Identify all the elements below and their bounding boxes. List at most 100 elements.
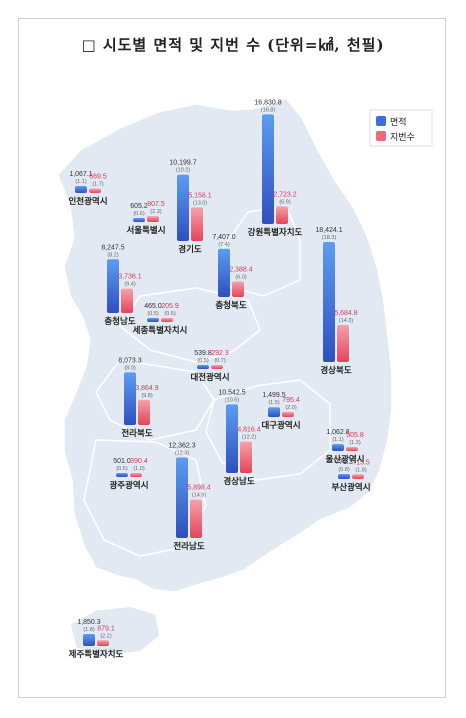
lots-bar [346,447,358,451]
lots-bar [190,499,202,538]
lots-value-label: 390.4 [130,458,148,465]
lots-value-label: 5,684.8 [334,310,357,317]
region-name-label: 강원특별자치도 [248,227,303,237]
region-name-label: 서울특별시 [126,225,165,235]
area-value-label: 1,850.3 [77,619,100,626]
region-group: 1,850.3(1.8) 879.1(2.2) 제주특별자치도 [69,619,124,659]
area-pct-label: (8.0) [124,365,135,371]
area-value-label: 8,247.5 [101,244,124,251]
region-group: 10,199.7(10.2) 5,158.1(13.0) 경기도 [169,160,211,254]
area-pct-label: (0.6) [133,211,144,217]
region-group: 16,830.8(16.8) 2,723.2(6.9) 강원특별자치도 [248,99,303,237]
chart-title: □ 시도별 면적 및 지번 수 (단위=㎢, 천필) [81,36,385,54]
area-bar [83,633,95,646]
area-value-label: 605.2 [130,203,148,210]
area-pct-label: (0.5) [116,466,127,472]
region-group: 539.8(0.5)292.3(0.7) 대전광역시 [190,350,229,382]
regions-layer: 1,067.1(1.1)669.5(1.7)인천광역시605.2(0.6)907… [68,99,370,659]
legend-lots-label: 지번수 [390,132,415,142]
region-group: 605.2(0.6)907.5(2.3) 서울특별시 [126,201,165,235]
area-bar [218,248,230,297]
lots-bar [191,207,203,241]
lots-value-label: 669.5 [89,174,107,181]
area-pct-label: (0.5) [197,358,208,364]
area-value-label: 8,073.3 [118,357,141,364]
lots-value-label: 2,723.2 [273,191,296,198]
region-name-label: 충청북도 [215,300,246,310]
region-name-label: 부산광역시 [331,482,370,492]
lots-value-label: 4,816.4 [237,427,260,434]
lots-pct-label: (0.7) [214,358,225,364]
region-group: 8,247.5(8.2) 3,736.1(9.4) 충청남도 [101,244,141,326]
legend-area-swatch [376,116,386,126]
area-value-label: 771.3 [335,459,353,466]
lots-bar [337,324,349,362]
lots-value-label: 205.9 [161,303,179,310]
lots-bar [97,640,109,646]
region-group: 18,424.1(18.3) 5,684.8(14.3) 경상북도 [315,227,357,375]
region-group: 8,073.3(8.0) 3,864.9(9.8) 전라북도 [118,357,158,438]
region-name-label: 충청남도 [104,316,135,326]
area-bar [226,404,238,473]
region-group: 771.3(0.8)715.5(1.8) 부산광역시 [331,459,370,492]
lots-pct-label: (14.9) [192,493,207,499]
region-name-label: 세종특별자치시 [133,325,188,335]
lots-value-label: 2,388.4 [229,266,252,273]
area-value-label: 10,542.5 [218,389,245,396]
lots-value-label: 292.3 [211,350,229,357]
lots-value-label: 907.5 [147,201,165,208]
legend-area-label: 면적 [390,116,407,127]
region-name-label: 인천광역시 [68,196,107,206]
lots-pct-label: (14.3) [339,318,354,324]
lots-pct-label: (1.7) [92,182,103,188]
area-value-label: 18,424.1 [315,227,342,234]
area-bar [338,473,350,479]
region-group: 465.0(0.5)205.9(0.5) 세종특별자치시 [133,303,188,335]
area-bar [323,242,335,362]
area-pct-label: (1.8) [83,627,94,633]
lots-bar [161,318,173,322]
lots-pct-label: (0.5) [164,311,175,317]
lots-bar [89,188,101,193]
lots-value-label: 5,898.4 [187,485,210,492]
lots-bar [352,474,364,479]
area-value-label: 12,362.3 [168,442,195,449]
area-bar [124,372,136,425]
lots-bar [282,411,294,417]
area-value-label: 465.0 [144,303,162,310]
lots-bar [232,281,244,297]
lots-pct-label: (9.8) [141,393,152,399]
area-value-label: 539.8 [194,350,212,357]
lots-pct-label: (13.0) [193,200,208,206]
region-group: 1,067.1(1.1)669.5(1.7) 인천광역시 [68,171,107,206]
lots-pct-label: (1.0) [133,466,144,472]
lots-bar [147,216,159,222]
area-bar [262,114,274,224]
area-bar [177,174,189,241]
region-group: 12,362.3(12.3) 5,898.4(14.9) 전라남도 [168,442,210,551]
region-group: 10,542.5(10.5) 4,816.4(12.2) 경상남도 [218,389,260,486]
region-group: 501.0(0.5)390.4(1.0) 광주광역시 [109,458,148,490]
lots-value-label: 3,864.9 [135,385,158,392]
area-pct-label: (7.4) [218,242,229,248]
area-pct-label: (8.2) [107,252,118,258]
region-name-label: 경기도 [178,244,202,254]
area-value-label: 10,199.7 [169,160,196,167]
area-bar [133,218,145,222]
lots-value-label: 505.8 [346,432,364,439]
region-group: 7,407.0(7.4) 2,388.4(6.0) 충청북도 [212,234,252,310]
lots-pct-label: (1.8) [355,467,366,473]
region-name-label: 제주특별자치도 [69,649,124,659]
region-name-label: 울산광역시 [325,454,364,464]
region-name-label: 전라북도 [121,428,152,438]
area-bar [176,457,188,538]
area-pct-label: (10.5) [225,397,240,403]
area-bar [116,473,128,477]
lots-value-label: 715.5 [352,459,370,466]
lots-value-label: 5,158.1 [188,192,211,199]
area-value-label: 1,067.1 [69,171,92,178]
area-pct-label: (0.5) [147,311,158,317]
area-pct-label: (0.8) [338,467,349,473]
lots-pct-label: (2.0) [285,405,296,411]
